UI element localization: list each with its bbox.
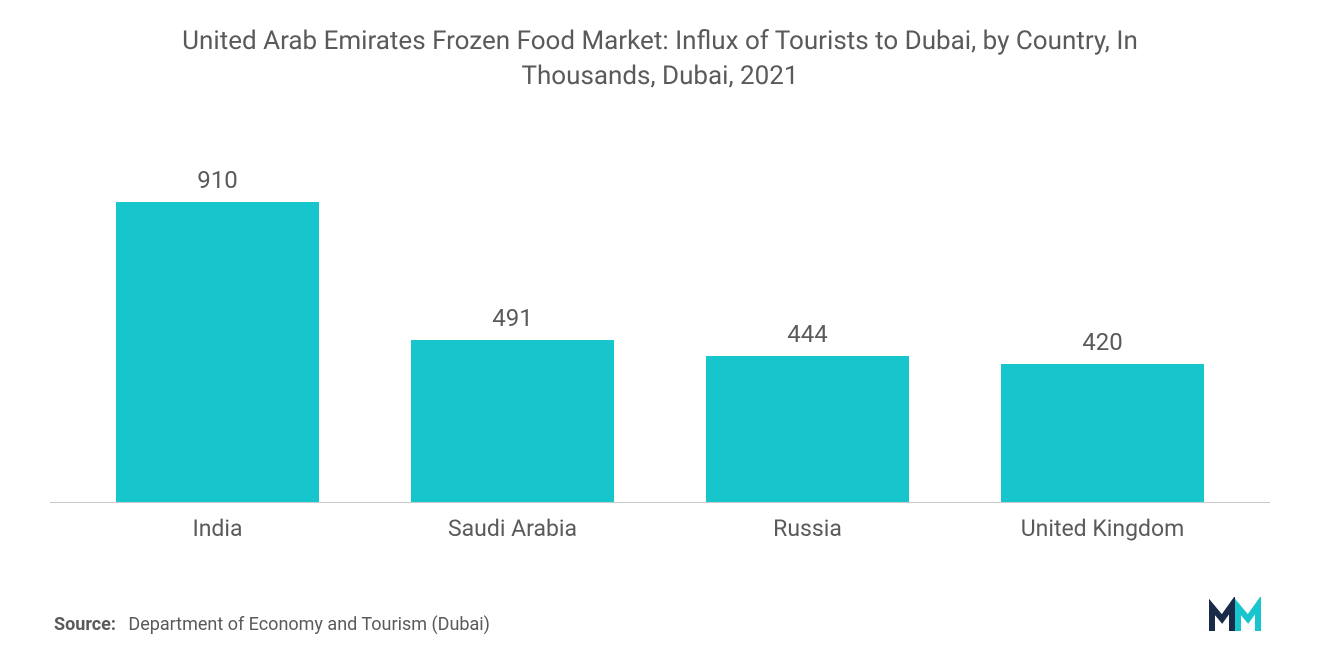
source-citation: Source: Department of Economy and Touris… xyxy=(54,614,490,635)
title-wrap: United Arab Emirates Frozen Food Market:… xyxy=(50,24,1270,94)
x-label: United Kingdom xyxy=(973,515,1233,542)
source-label: Source: xyxy=(54,614,116,635)
bar xyxy=(411,340,613,502)
bar xyxy=(1001,364,1203,502)
bar-value-label: 910 xyxy=(197,166,237,194)
x-label: India xyxy=(88,515,348,542)
brand-logo-icon xyxy=(1208,597,1266,635)
bar-group-1: 491 xyxy=(383,304,643,502)
bar xyxy=(706,356,908,502)
x-label: Saudi Arabia xyxy=(383,515,643,542)
bar-group-3: 420 xyxy=(973,328,1233,502)
chart-title: United Arab Emirates Frozen Food Market:… xyxy=(130,24,1190,94)
x-axis-labels: India Saudi Arabia Russia United Kingdom xyxy=(50,503,1270,542)
bar xyxy=(116,202,318,502)
bar-value-label: 491 xyxy=(492,304,532,332)
bar-value-label: 420 xyxy=(1082,328,1122,356)
bar-value-label: 444 xyxy=(787,320,827,348)
source-text: Department of Economy and Tourism (Dubai… xyxy=(128,614,490,635)
bar-group-0: 910 xyxy=(88,166,348,502)
bar-group-2: 444 xyxy=(678,320,938,502)
x-label: Russia xyxy=(678,515,938,542)
plot-area: 910 491 444 420 xyxy=(50,144,1270,503)
footer-row: Source: Department of Economy and Touris… xyxy=(50,597,1270,635)
chart-container: United Arab Emirates Frozen Food Market:… xyxy=(0,0,1320,665)
